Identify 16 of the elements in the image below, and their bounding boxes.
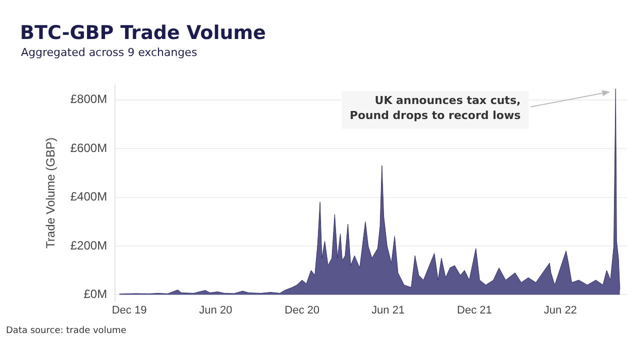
chart-subtitle: Aggregated across 9 exchanges [21,46,198,59]
y-axis-title: Trade Volume (GBP) [44,138,58,248]
annotation: UK announces tax cuts, Pound drops to record lows [350,94,522,122]
chart-title: BTC-GBP Trade Volume [20,22,266,44]
x-tick-label: Dec 19 [112,304,147,316]
x-tick-label: Jun 20 [199,304,232,316]
y-tick-label: £600M [70,140,108,155]
x-tick-label: Dec 21 [457,304,492,316]
y-tick-label: £200M [70,238,108,252]
x-tick-label: Jun 21 [372,304,405,316]
y-tick-label: £800M [70,92,108,106]
y-tick-label: £400M [70,190,108,204]
source-note: Data source: trade volume [6,326,126,336]
y-tick-label: £0M [84,287,108,302]
x-tick-label: Dec 20 [284,304,320,316]
x-tick-label: Jun 22 [544,304,577,316]
